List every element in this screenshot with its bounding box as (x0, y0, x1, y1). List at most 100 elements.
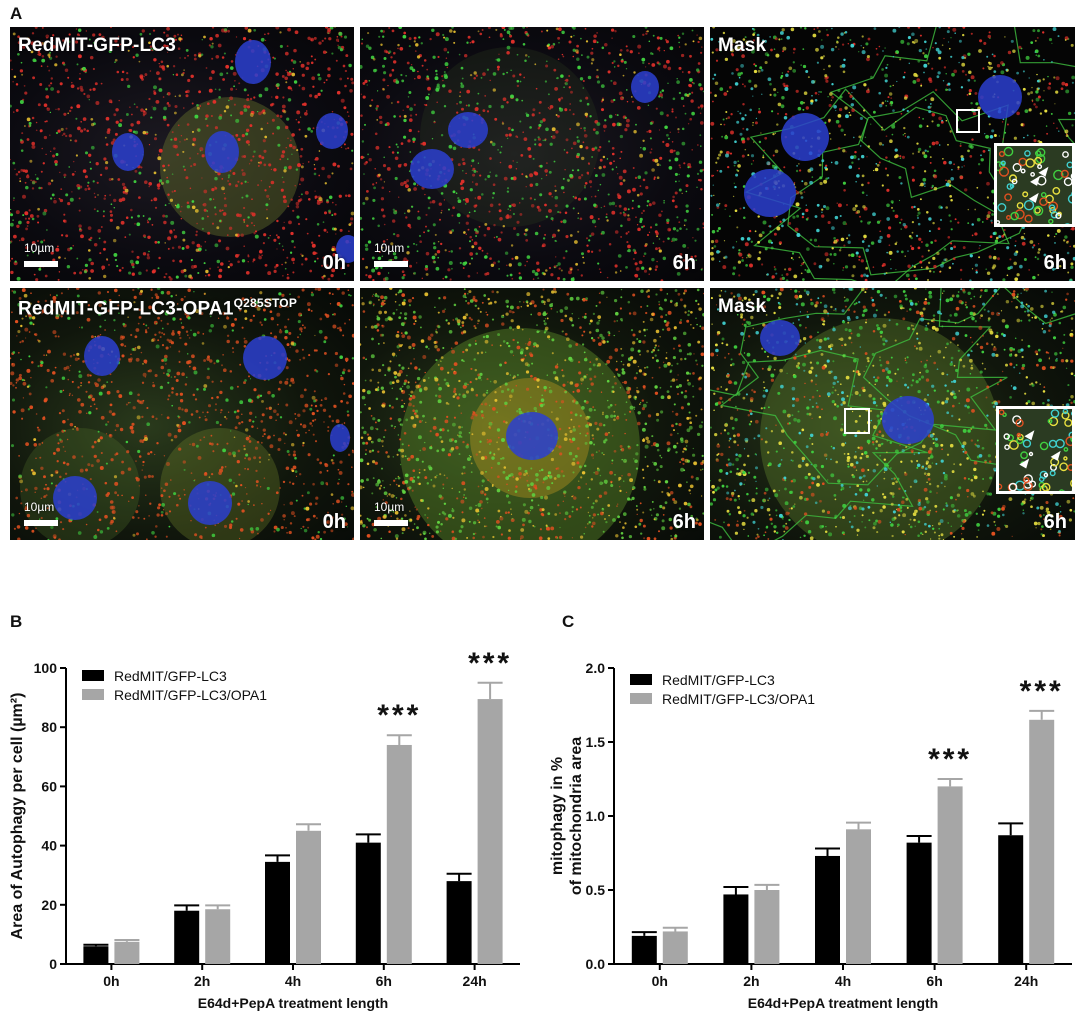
zoom-inset (996, 406, 1075, 494)
bar (907, 843, 932, 964)
inset-image (997, 146, 1075, 227)
bar (846, 829, 871, 964)
x-tick-label: 24h (463, 973, 487, 989)
micrograph-opa1-0h: RedMIT-GFP-LC3-OPA1Q285STOP 10µm 0h (10, 288, 354, 540)
legend-label: RedMIT/GFP-LC3 (662, 672, 775, 688)
error-bar (632, 932, 657, 936)
micrograph-label: Mask (718, 296, 766, 318)
error-bar (296, 824, 321, 831)
micrograph-label: Mask (718, 35, 766, 57)
y-tick-label: 0.5 (586, 882, 606, 898)
bar (174, 911, 199, 964)
error-bar (907, 836, 932, 843)
significance-marker: *** (928, 743, 972, 776)
micrograph-control-6h: 10µm 6h (360, 27, 704, 281)
y-tick-label: 40 (41, 838, 57, 854)
y-axis-label-line-2: of mitochondria area (568, 737, 585, 895)
y-tick-label: 2.0 (586, 660, 606, 676)
error-bar (998, 823, 1023, 835)
bar (478, 699, 503, 964)
error-bar (356, 834, 381, 842)
y-tick-label: 80 (41, 719, 57, 735)
scale-bar (374, 261, 408, 267)
chart-c-svg: 0.0 0.5 1.0 1.5 2.0 0h 2h 4h 6h 24h *** *** RedMIT/G… (548, 620, 1084, 1028)
bar (387, 745, 412, 964)
time-label: 6h (673, 511, 696, 534)
y-tick-label: 20 (41, 897, 57, 913)
micrograph-label-superscript: Q285STOP (234, 296, 297, 310)
y-tick-label: 1.0 (586, 808, 606, 824)
bar (815, 856, 840, 964)
error-bar (1029, 711, 1054, 720)
x-tick-label: 24h (1014, 973, 1038, 989)
time-label: 6h (673, 252, 696, 275)
scale-bar-label: 10µm (374, 241, 404, 255)
error-bar (447, 874, 472, 881)
x-tick-label: 0h (652, 973, 668, 989)
scale-bar-label: 10µm (24, 241, 54, 255)
bar (205, 909, 230, 964)
roi-box (844, 408, 870, 434)
y-tick-label: 100 (34, 660, 58, 676)
bar (998, 835, 1023, 964)
legend-label: RedMIT/GFP-LC3/OPA1 (662, 691, 815, 707)
error-bar (846, 823, 871, 830)
cell-image (10, 288, 354, 540)
x-tick-label: 4h (285, 973, 301, 989)
error-bar (754, 885, 779, 890)
micrograph-label-text: RedMIT-GFP-LC3-OPA1 (18, 298, 234, 319)
cell-image (360, 27, 704, 281)
error-bar (663, 928, 688, 932)
y-tick-label: 0 (49, 956, 57, 972)
bar (356, 843, 381, 964)
bar (265, 862, 290, 964)
scale-bar-label: 10µm (374, 500, 404, 514)
bar (723, 894, 748, 964)
scale-bar (24, 520, 58, 526)
legend-swatch (630, 693, 652, 704)
cell-image (360, 288, 704, 540)
bar (114, 942, 139, 964)
time-label: 6h (1044, 252, 1067, 275)
bar (938, 786, 963, 964)
zoom-inset (994, 143, 1075, 227)
y-tick-label: 1.5 (586, 734, 606, 750)
micrograph-opa1-mask: Mask 6h (710, 288, 1075, 540)
x-tick-label: 4h (835, 973, 851, 989)
y-tick-label: 0.0 (586, 956, 606, 972)
scale-bar (24, 261, 58, 267)
error-bar (265, 855, 290, 862)
x-tick-label: 2h (743, 973, 759, 989)
error-bar (387, 735, 412, 745)
time-label: 0h (323, 252, 346, 275)
legend-label: RedMIT/GFP-LC3/OPA1 (114, 687, 267, 703)
x-tick-label: 6h (926, 973, 942, 989)
micrograph-opa1-6h: 10µm 6h (360, 288, 704, 540)
x-tick-label: 2h (194, 973, 210, 989)
bar (83, 946, 108, 964)
significance-marker: *** (377, 699, 421, 732)
time-label: 6h (1044, 511, 1067, 534)
bar (632, 936, 657, 964)
time-label: 0h (323, 511, 346, 534)
legend-swatch (630, 674, 652, 685)
error-bar (938, 779, 963, 786)
scale-bar-label: 10µm (24, 500, 54, 514)
y-axis-label-line-1: mitophagy in % (549, 757, 566, 875)
micrograph-label: RedMIT-GFP-LC3-OPA1Q285STOP (18, 296, 297, 320)
x-tick-label: 6h (376, 973, 392, 989)
significance-marker: *** (1020, 675, 1064, 708)
bar (1029, 720, 1054, 964)
micrograph-label: RedMIT-GFP-LC3 (18, 35, 176, 57)
scale-bar (374, 520, 408, 526)
error-bar (815, 849, 840, 856)
y-tick-label: 60 (41, 778, 57, 794)
cell-image (10, 27, 354, 281)
legend-label: RedMIT/GFP-LC3 (114, 668, 227, 684)
chart-c: 0.0 0.5 1.0 1.5 2.0 0h 2h 4h 6h 24h *** *** RedMIT/G… (548, 620, 1084, 1028)
y-axis-label: Area of Autophagy per cell (µm²) (9, 693, 26, 940)
micrograph-control-mask: Mask 6h (710, 27, 1075, 281)
error-bar (114, 940, 139, 942)
error-bar (83, 945, 108, 946)
